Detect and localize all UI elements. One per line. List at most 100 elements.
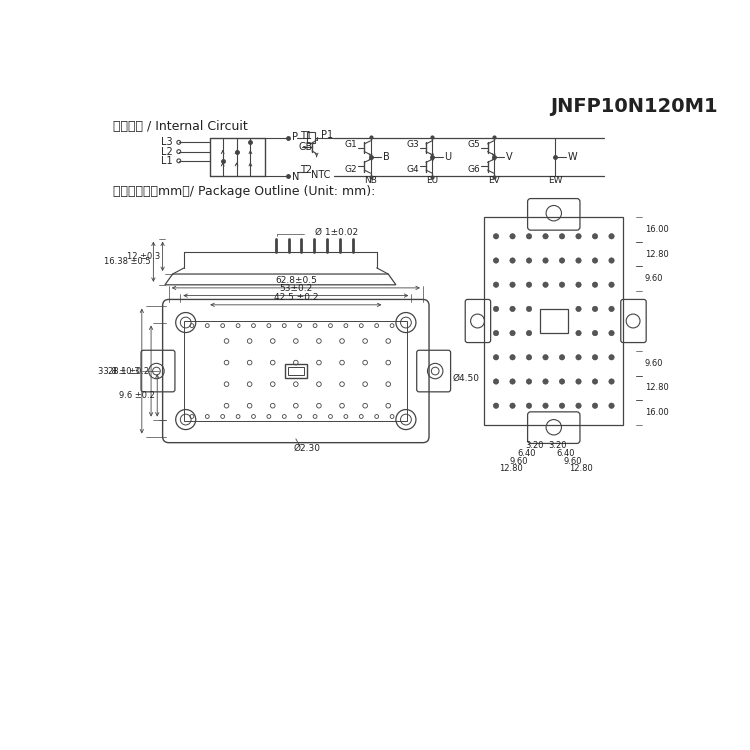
Text: 9.60: 9.60	[564, 457, 582, 466]
Circle shape	[510, 331, 515, 336]
Circle shape	[526, 258, 532, 263]
Text: Ø 1±0.02: Ø 1±0.02	[315, 228, 358, 237]
Circle shape	[576, 233, 581, 239]
Text: G1: G1	[345, 140, 358, 149]
Text: L1: L1	[161, 156, 172, 166]
Text: G3: G3	[406, 140, 419, 149]
Circle shape	[592, 282, 598, 287]
Circle shape	[592, 233, 598, 239]
Circle shape	[560, 258, 565, 263]
Text: B: B	[382, 152, 389, 162]
Bar	[308, 132, 315, 143]
Circle shape	[592, 306, 598, 311]
Text: NTC: NTC	[311, 170, 331, 181]
Circle shape	[609, 258, 614, 263]
Bar	[184, 321, 407, 421]
Circle shape	[543, 282, 548, 287]
Text: 9.60: 9.60	[645, 358, 663, 368]
Circle shape	[592, 403, 598, 409]
Text: 6.40: 6.40	[518, 449, 536, 458]
Text: EV: EV	[488, 176, 500, 184]
Text: L2: L2	[160, 146, 172, 157]
Circle shape	[609, 282, 614, 287]
Circle shape	[494, 379, 499, 384]
Circle shape	[609, 331, 614, 336]
Text: N: N	[292, 172, 299, 182]
Circle shape	[592, 331, 598, 336]
Circle shape	[510, 403, 515, 409]
Text: 3.20: 3.20	[525, 441, 544, 450]
Circle shape	[526, 233, 532, 239]
Circle shape	[494, 331, 499, 336]
Text: 16.38 ±0.5: 16.38 ±0.5	[104, 257, 151, 266]
Text: 9.60: 9.60	[510, 457, 528, 466]
Circle shape	[526, 403, 532, 409]
Circle shape	[576, 355, 581, 360]
Circle shape	[609, 233, 614, 239]
Circle shape	[560, 282, 565, 287]
Text: 内部电路 / Internal Circuit: 内部电路 / Internal Circuit	[112, 120, 248, 133]
Text: 3.20: 3.20	[548, 441, 567, 450]
Circle shape	[526, 379, 532, 384]
Text: 12.80: 12.80	[500, 464, 523, 473]
Circle shape	[510, 379, 515, 384]
Text: 42.5 ±0.2: 42.5 ±0.2	[274, 292, 318, 302]
Circle shape	[526, 355, 532, 360]
Circle shape	[609, 306, 614, 311]
Circle shape	[543, 379, 548, 384]
Text: GB: GB	[299, 142, 314, 152]
Circle shape	[494, 306, 499, 311]
Text: 12 ±0.3: 12 ±0.3	[127, 252, 160, 261]
Circle shape	[576, 306, 581, 311]
Bar	[288, 368, 304, 375]
Circle shape	[609, 355, 614, 360]
Circle shape	[576, 379, 581, 384]
Text: 33.8 ±0.3: 33.8 ±0.3	[98, 367, 140, 376]
Text: JNFP10N120M1: JNFP10N120M1	[550, 98, 718, 116]
Text: 62.8±0.5: 62.8±0.5	[275, 276, 316, 285]
Circle shape	[526, 306, 532, 311]
Circle shape	[592, 355, 598, 360]
Circle shape	[494, 355, 499, 360]
Bar	[540, 310, 568, 332]
Text: EU: EU	[426, 176, 438, 184]
Circle shape	[494, 258, 499, 263]
Text: 9.60: 9.60	[645, 274, 663, 284]
Text: T1: T1	[300, 131, 312, 141]
Circle shape	[560, 233, 565, 239]
Text: 12.80: 12.80	[645, 383, 668, 392]
Circle shape	[494, 403, 499, 409]
Text: 28.1 ±0.2: 28.1 ±0.2	[108, 367, 148, 376]
Text: 6.40: 6.40	[556, 449, 574, 458]
Text: G6: G6	[468, 165, 481, 174]
Text: P1: P1	[321, 130, 333, 140]
Circle shape	[543, 233, 548, 239]
Text: 16.00: 16.00	[645, 408, 668, 417]
Text: 9.6 ±0.2: 9.6 ±0.2	[119, 391, 155, 400]
Circle shape	[592, 379, 598, 384]
Text: W: W	[568, 152, 578, 162]
Circle shape	[543, 355, 548, 360]
Circle shape	[510, 282, 515, 287]
Text: 封装（单位：mm）/ Package Outline (Unit: mm):: 封装（单位：mm）/ Package Outline (Unit: mm):	[112, 185, 375, 198]
Circle shape	[576, 258, 581, 263]
Text: G2: G2	[345, 165, 358, 174]
Bar	[484, 217, 623, 425]
Circle shape	[526, 282, 532, 287]
Bar	[285, 364, 307, 378]
Circle shape	[576, 403, 581, 409]
Circle shape	[609, 379, 614, 384]
Text: T2: T2	[300, 165, 312, 175]
Circle shape	[543, 403, 548, 409]
Circle shape	[526, 331, 532, 336]
Circle shape	[510, 355, 515, 360]
Circle shape	[510, 233, 515, 239]
Text: V: V	[506, 152, 513, 162]
Circle shape	[576, 282, 581, 287]
Circle shape	[510, 258, 515, 263]
Circle shape	[560, 355, 565, 360]
Text: G5: G5	[468, 140, 481, 149]
Circle shape	[543, 258, 548, 263]
Text: L3: L3	[161, 137, 172, 147]
Text: 53±0.2: 53±0.2	[279, 284, 313, 292]
